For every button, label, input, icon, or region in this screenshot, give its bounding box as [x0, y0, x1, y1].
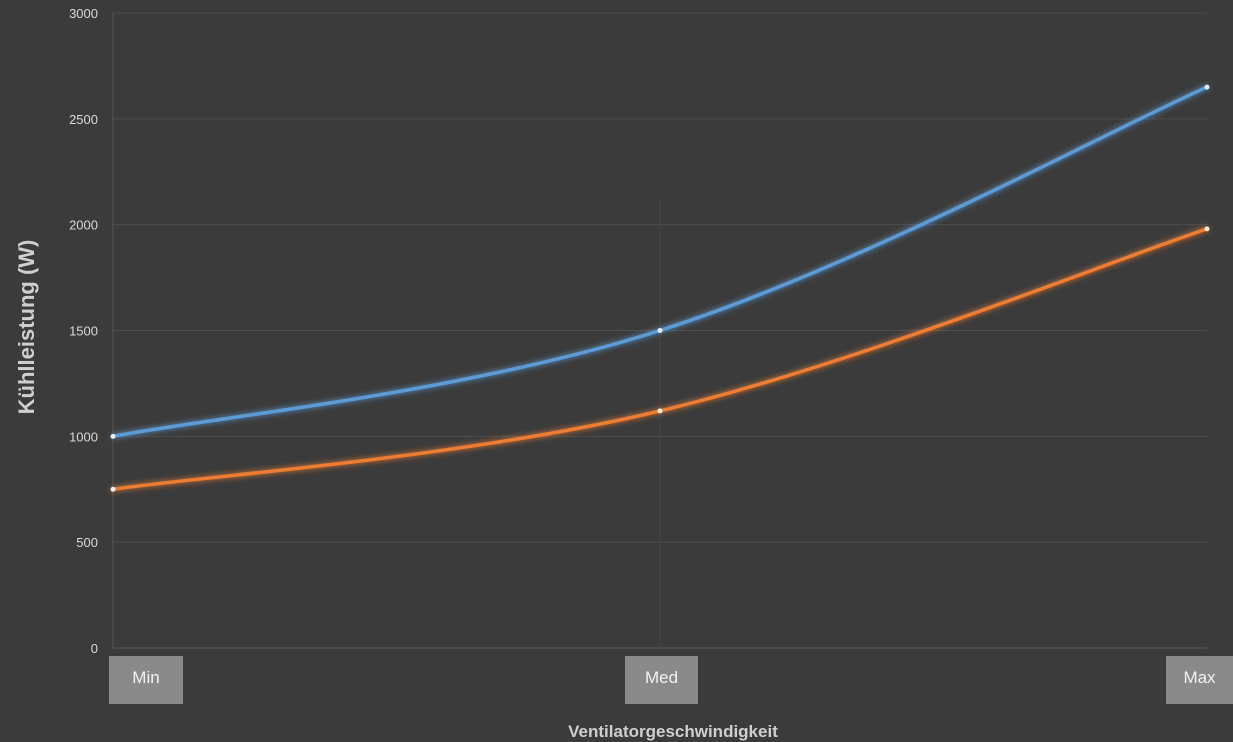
y-tick-label: 2500: [69, 112, 98, 127]
x-axis-title: Ventilatorgeschwindigkeit: [568, 722, 778, 741]
y-tick-label: 3000: [69, 6, 98, 21]
y-tick-label: 0: [91, 641, 98, 656]
data-point: [110, 486, 116, 492]
y-axis-ticks: 0 500 1000 1500 2000 2500 3000: [69, 6, 98, 656]
data-point: [110, 433, 116, 439]
x-category-label: Min: [132, 668, 159, 687]
data-point: [1204, 226, 1210, 232]
data-point: [1204, 84, 1210, 90]
y-tick-label: 2000: [69, 218, 98, 233]
category-label-box: [1166, 656, 1233, 704]
gridlines: [112, 12, 1207, 649]
category-label-box: [109, 656, 183, 704]
data-point: [657, 408, 663, 414]
category-label-box: [625, 656, 698, 704]
series-lines: [110, 84, 1210, 492]
x-category-label: Med: [645, 668, 678, 687]
y-tick-label: 1500: [69, 324, 98, 339]
y-tick-label: 500: [76, 535, 98, 550]
x-category-label: Max: [1183, 668, 1216, 687]
data-point: [657, 328, 663, 333]
x-axis-categories: Min Med Max: [109, 656, 1233, 704]
y-tick-label: 1000: [69, 429, 98, 444]
y-axis-title: Kühlleistung (W): [14, 240, 39, 415]
